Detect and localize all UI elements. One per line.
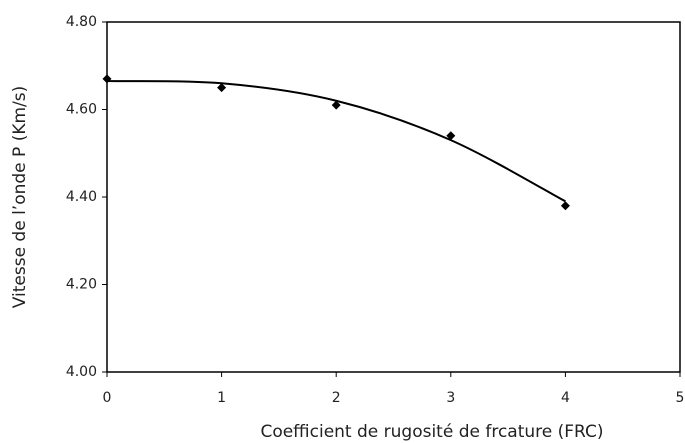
x-tick-label: 3 [446, 390, 455, 406]
y-tick-label: 4.00 [66, 364, 97, 380]
point [102, 74, 112, 84]
plot-area [106, 21, 681, 373]
x-tick-label: 2 [332, 390, 341, 406]
y-axis-label: Vitesse de l’onde P (Km/s) [10, 86, 30, 309]
x-tick-label: 5 [676, 390, 685, 406]
y-tick-label: 4.60 [66, 102, 97, 118]
x-tick-label: 1 [217, 390, 226, 406]
x-tick-label: 0 [103, 390, 112, 406]
x-axis-label: Coefficient de rugosité de frcature (FRC… [260, 422, 603, 442]
point [331, 100, 341, 110]
trend-line [106, 80, 566, 203]
y-tick-label: 4.40 [66, 189, 97, 205]
point [446, 131, 456, 141]
point [560, 201, 570, 211]
x-tick-label: 4 [561, 390, 570, 406]
y-tick-label: 4.80 [66, 14, 97, 30]
point [217, 83, 227, 93]
y-tick-label: 4.20 [66, 277, 97, 293]
